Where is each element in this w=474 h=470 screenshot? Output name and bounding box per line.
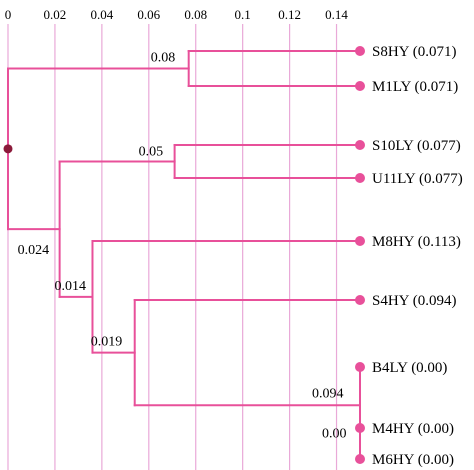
leaf-dot xyxy=(355,362,365,372)
leaf-label: B4LY (0.00) xyxy=(372,360,447,376)
x-tick-label: 0.1 xyxy=(235,7,251,22)
node-distance-label: 0.00 xyxy=(322,427,347,442)
leaf-dot xyxy=(355,454,365,464)
axis-ticks: 0 0.02 0.04 0.06 0.08 0.1 0.12 0.14 xyxy=(5,7,349,22)
root-node-dot xyxy=(3,144,13,154)
x-tick-label: 0.14 xyxy=(325,7,348,22)
leaf-label: M4HY (0.00) xyxy=(372,421,454,437)
leaf-label: M8HY (0.113) xyxy=(372,234,461,250)
x-tick-label: 0 xyxy=(5,7,12,22)
leaf-label: S4HY (0.094) xyxy=(372,293,456,309)
node-distance-label: 0.024 xyxy=(18,243,50,258)
x-tick-label: 0.02 xyxy=(44,7,67,22)
x-tick-label: 0.04 xyxy=(90,7,113,22)
leaf-markers: S8HY (0.071) M1LY (0.071) S10LY (0.077) U11… xyxy=(3,44,463,468)
x-tick-label: 0.06 xyxy=(137,7,160,22)
node-distance-label: 0.094 xyxy=(312,386,344,401)
leaf-label: S10LY (0.077) xyxy=(372,138,461,154)
x-tick-label: 0.08 xyxy=(184,7,207,22)
node-distance-label: 0.019 xyxy=(91,335,123,350)
leaf-label: S8HY (0.071) xyxy=(372,44,456,60)
tree-branches xyxy=(6,50,361,460)
leaf-dot xyxy=(355,423,365,433)
leaf-dot xyxy=(355,295,365,305)
node-distance-label: 0.014 xyxy=(54,279,85,294)
leaf-dot xyxy=(355,173,365,183)
x-tick-label: 0.12 xyxy=(278,7,301,22)
leaf-dot xyxy=(355,140,365,150)
leaf-label: M1LY (0.071) xyxy=(372,79,458,95)
node-distance-label: 0.05 xyxy=(139,145,164,160)
leaf-dot xyxy=(355,81,365,91)
grid-lines xyxy=(7,24,338,470)
leaf-label: M6HY (0.00) xyxy=(372,452,454,468)
leaf-label: U11LY (0.077) xyxy=(372,171,463,187)
leaf-dot xyxy=(355,46,365,56)
node-labels: 0.00 0.094 0.019 0.014 0.08 0.05 0.024 xyxy=(18,51,347,442)
leaf-dot xyxy=(355,236,365,246)
node-distance-label: 0.08 xyxy=(151,51,176,66)
